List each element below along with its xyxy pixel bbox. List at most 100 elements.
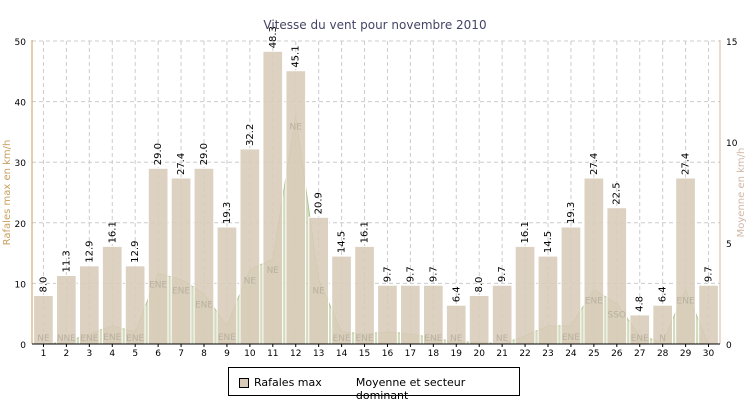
x-tick-label-day-16: 16 bbox=[382, 349, 394, 359]
x-tick-label-day-12: 12 bbox=[290, 349, 301, 359]
bar-value-label-day-22: 16.1 bbox=[520, 221, 531, 243]
sector-label-day-5: ENE bbox=[126, 334, 144, 344]
x-tick-label-day-18: 18 bbox=[428, 349, 440, 359]
x-tick-label-day-3: 3 bbox=[86, 349, 92, 359]
bar-day-25 bbox=[583, 177, 605, 345]
sector-label-day-26: SSO bbox=[608, 311, 627, 321]
x-tick-label-day-8: 8 bbox=[201, 349, 207, 359]
bar-value-label-day-8: 29.0 bbox=[199, 143, 210, 165]
legend-label-mean: Moyenne et secteur dominant bbox=[355, 376, 466, 402]
bar-value-label-day-9: 19.3 bbox=[222, 202, 233, 224]
x-tick-label-day-28: 28 bbox=[657, 349, 669, 359]
y-tick-label-right: 5 bbox=[726, 240, 732, 250]
x-tick-label-day-30: 30 bbox=[703, 349, 715, 359]
sector-label-day-2: NNE bbox=[57, 334, 76, 344]
bar-value-label-day-26: 22.5 bbox=[612, 182, 623, 204]
x-tick-label-day-22: 22 bbox=[519, 349, 530, 359]
x-tick-label-day-26: 26 bbox=[611, 349, 623, 359]
x-tick-label-day-11: 11 bbox=[267, 349, 278, 359]
sector-label-day-11: NE bbox=[267, 266, 280, 276]
bar-value-label-day-19: 6.4 bbox=[451, 286, 462, 302]
legend-item-gusts: Rafales max bbox=[239, 376, 322, 389]
bar-value-label-day-12: 45.1 bbox=[291, 45, 302, 67]
bar-day-16 bbox=[377, 284, 398, 345]
sector-label-day-13: NE bbox=[312, 286, 325, 296]
bar-day-23 bbox=[537, 255, 559, 345]
bar-value-label-day-17: 9.7 bbox=[405, 266, 416, 282]
bar-value-label-day-3: 12.9 bbox=[84, 241, 95, 263]
x-tick-label-day-14: 14 bbox=[336, 349, 348, 359]
x-tick-label-day-25: 25 bbox=[588, 349, 599, 359]
bar-day-15 bbox=[354, 245, 375, 345]
bar-day-29 bbox=[675, 177, 696, 345]
bar-value-label-day-15: 16.1 bbox=[360, 221, 371, 243]
bar-day-14 bbox=[331, 255, 352, 345]
sector-label-day-4: ENE bbox=[103, 333, 121, 343]
bar-value-label-day-6: 29.0 bbox=[153, 143, 164, 165]
bar-day-20 bbox=[468, 295, 490, 345]
x-tick-label-day-7: 7 bbox=[178, 349, 184, 359]
bar-value-label-day-27: 4.8 bbox=[635, 296, 646, 312]
y-tick-label-right: 10 bbox=[726, 139, 738, 149]
x-tick-label-day-17: 17 bbox=[405, 349, 416, 359]
y-tick-label-left: 40 bbox=[15, 99, 27, 109]
sector-label-day-24: ENE bbox=[562, 333, 580, 343]
sector-label-day-6: ENE bbox=[149, 280, 167, 290]
chart-title: Vitesse du vent pour novembre 2010 bbox=[263, 18, 486, 32]
bar-value-label-day-13: 20.9 bbox=[314, 192, 325, 214]
sector-label-day-9: ENE bbox=[218, 333, 236, 343]
x-tick-label-day-5: 5 bbox=[132, 349, 138, 359]
legend-swatch-mean bbox=[341, 384, 351, 394]
legend-item-mean: Moyenne et secteur dominant bbox=[341, 376, 519, 402]
x-tick-label-day-20: 20 bbox=[473, 349, 485, 359]
x-tick-label-day-9: 9 bbox=[224, 349, 230, 359]
y-tick-label-right: 15 bbox=[726, 38, 737, 48]
sector-label-day-28: N bbox=[659, 334, 666, 344]
bar-day-3 bbox=[79, 265, 100, 345]
bar-value-label-day-23: 14.5 bbox=[543, 231, 554, 253]
y-tick-label-left: 0 bbox=[20, 341, 26, 351]
sector-label-day-15: ENE bbox=[355, 334, 373, 344]
bar-day-7 bbox=[170, 177, 192, 345]
sector-label-day-12: NE bbox=[290, 123, 303, 133]
bar-value-label-day-14: 14.5 bbox=[337, 231, 348, 253]
y-tick-label-left: 50 bbox=[15, 38, 27, 48]
bar-value-label-day-28: 6.4 bbox=[658, 286, 669, 302]
bar-value-label-day-25: 27.4 bbox=[589, 153, 600, 175]
bar-day-17 bbox=[400, 284, 421, 345]
legend: Rafales max Moyenne et secteur dominant bbox=[228, 367, 520, 402]
bar-day-22 bbox=[514, 245, 536, 345]
bar-day-6 bbox=[147, 167, 169, 345]
sector-label-day-14: ENE bbox=[333, 334, 351, 344]
bar-value-label-day-30: 9.7 bbox=[704, 266, 715, 282]
x-tick-label-day-27: 27 bbox=[634, 349, 645, 359]
sector-label-day-10: NE bbox=[244, 276, 257, 286]
x-tick-label-day-4: 4 bbox=[109, 349, 115, 359]
x-tick-label-day-13: 13 bbox=[313, 349, 324, 359]
sector-label-day-21: NE bbox=[496, 334, 509, 344]
sector-label-day-29: ENE bbox=[677, 296, 695, 306]
y-tick-label-left: 20 bbox=[15, 220, 27, 230]
bar-day-26 bbox=[606, 207, 628, 345]
x-tick-label-day-6: 6 bbox=[155, 349, 161, 359]
bar-day-4 bbox=[101, 245, 123, 345]
sector-label-day-25: ENE bbox=[585, 296, 603, 306]
bar-value-label-day-18: 9.7 bbox=[428, 266, 439, 282]
sector-label-day-8: ENE bbox=[195, 301, 213, 311]
bar-value-label-day-29: 27.4 bbox=[681, 153, 692, 175]
y-tick-label-left: 10 bbox=[15, 280, 27, 290]
bar-value-label-day-16: 9.7 bbox=[383, 266, 394, 282]
x-tick-label-day-19: 19 bbox=[451, 349, 463, 359]
x-tick-label-day-10: 10 bbox=[244, 349, 256, 359]
bar-day-5 bbox=[124, 265, 146, 345]
bar-value-labels: 8.0 11.3 12.9 16.1 12.9 29.0 27.4 29.0 19.3 32.2 4… bbox=[39, 26, 715, 312]
x-tick-label-day-21: 21 bbox=[496, 349, 507, 359]
bar-value-label-day-10: 32.2 bbox=[245, 124, 256, 146]
sector-label-day-1: NE bbox=[37, 334, 50, 344]
y-tick-label-right: 0 bbox=[726, 341, 732, 351]
x-tick-label-day-29: 29 bbox=[680, 349, 692, 359]
legend-swatch-gusts bbox=[239, 377, 249, 388]
bar-day-11 bbox=[262, 50, 284, 345]
